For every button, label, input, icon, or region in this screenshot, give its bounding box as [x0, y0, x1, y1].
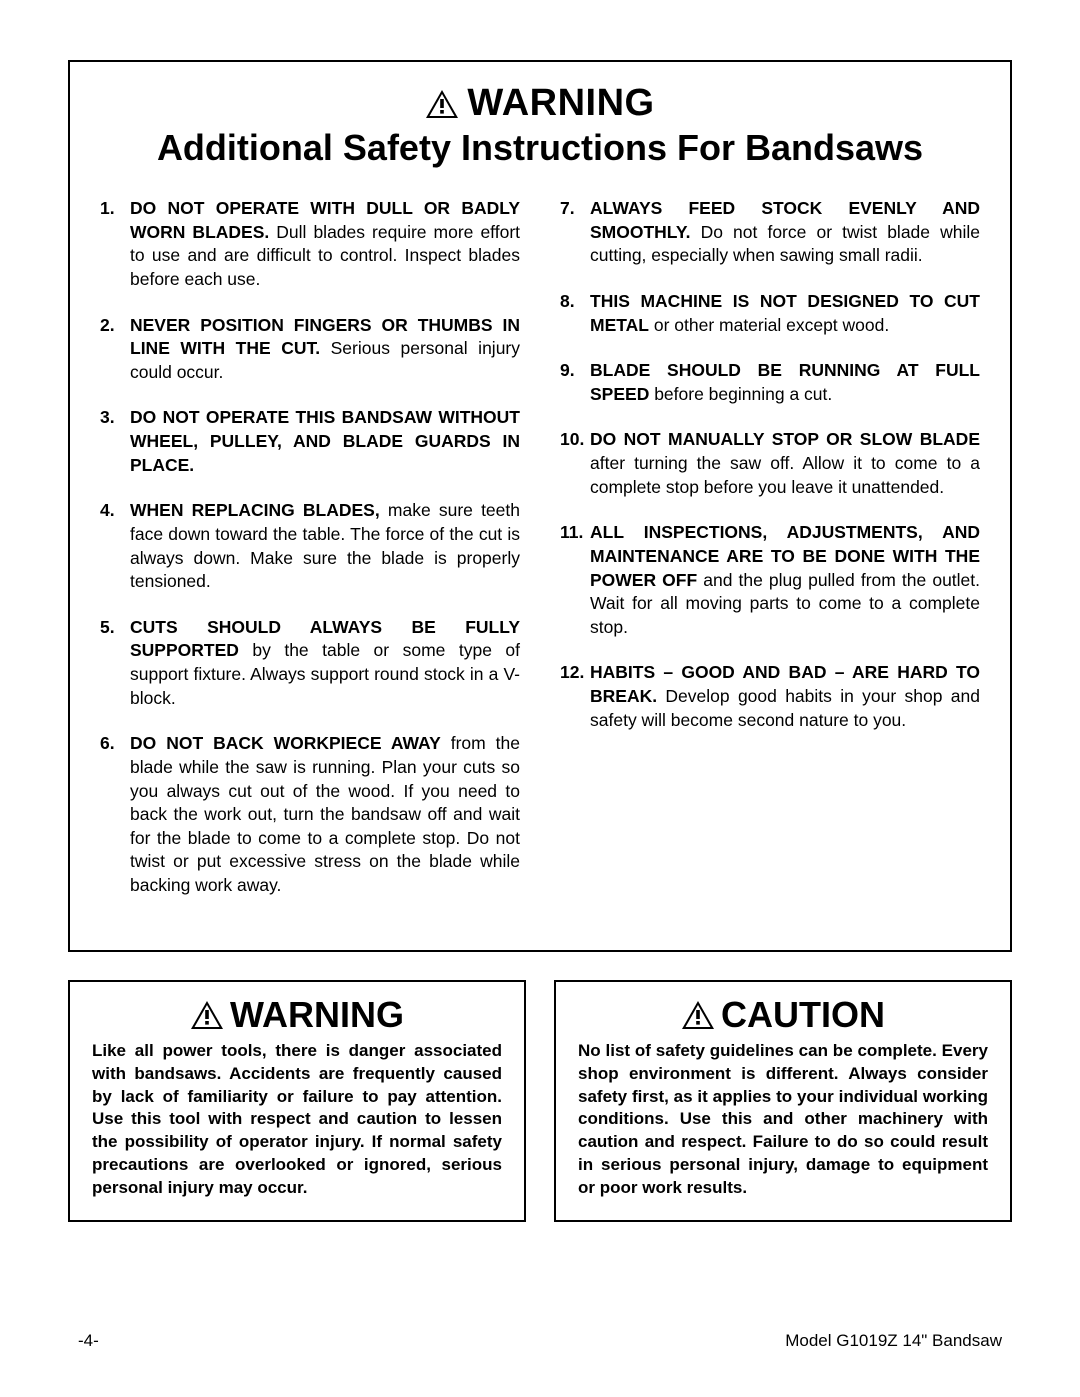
warning-triangle-icon: [190, 1000, 224, 1030]
instruction-item: 1.DO NOT OPERATE WITH DULL OR BADLY WORN…: [100, 197, 520, 292]
main-warning-box: WARNING Additional Safety Instructions F…: [68, 60, 1012, 952]
right-column: 7.ALWAYS FEED STOCK EVENLY AND SMOOTHLY.…: [560, 197, 980, 920]
item-number: 5.: [100, 616, 130, 711]
instruction-item: 5.CUTS SHOULD ALWAYS BE FULLY SUPPORTED …: [100, 616, 520, 711]
item-number: 7.: [560, 197, 590, 268]
item-bold: WHEN REPLACING BLADES,: [130, 500, 380, 520]
lower-warning-text: Like all power tools, there is danger as…: [92, 1040, 502, 1201]
item-rest: after turning the saw off. Allow it to c…: [590, 453, 980, 497]
footer: -4- Model G1019Z 14" Bandsaw: [78, 1331, 1002, 1351]
item-number: 11.: [560, 521, 590, 639]
item-rest: from the blade while the saw is running.…: [130, 733, 520, 895]
item-number: 3.: [100, 406, 130, 477]
instruction-item: 6.DO NOT BACK WORKPIECE AWAY from the bl…: [100, 732, 520, 897]
item-bold: DO NOT MANUALLY STOP OR SLOW BLADE: [590, 429, 980, 449]
instruction-item: 7.ALWAYS FEED STOCK EVENLY AND SMOOTHLY.…: [560, 197, 980, 268]
item-number: 2.: [100, 314, 130, 385]
page-number: -4-: [78, 1331, 99, 1351]
lower-boxes: WARNING Like all power tools, there is d…: [68, 980, 1012, 1223]
item-body: ALWAYS FEED STOCK EVENLY AND SMOOTHLY. D…: [590, 197, 980, 268]
warning-header: WARNING: [100, 82, 980, 125]
instruction-item: 11.ALL INSPECTIONS, ADJUSTMENTS, AND MAI…: [560, 521, 980, 639]
model-label: Model G1019Z 14" Bandsaw: [785, 1331, 1002, 1351]
item-body: DO NOT MANUALLY STOP OR SLOW BLADE after…: [590, 428, 980, 499]
instruction-item: 4.WHEN REPLACING BLADES, make sure teeth…: [100, 499, 520, 594]
item-body: WHEN REPLACING BLADES, make sure teeth f…: [130, 499, 520, 594]
item-number: 9.: [560, 359, 590, 406]
lower-warning-label: WARNING: [230, 994, 404, 1036]
instruction-columns: 1.DO NOT OPERATE WITH DULL OR BADLY WORN…: [100, 197, 980, 920]
lower-caution-box: CAUTION No list of safety guidelines can…: [554, 980, 1012, 1223]
item-number: 4.: [100, 499, 130, 594]
instruction-item: 10.DO NOT MANUALLY STOP OR SLOW BLADE af…: [560, 428, 980, 499]
item-body: DO NOT BACK WORKPIECE AWAY from the blad…: [130, 732, 520, 897]
left-column: 1.DO NOT OPERATE WITH DULL OR BADLY WORN…: [100, 197, 520, 920]
item-body: THIS MACHINE IS NOT DESIGNED TO CUT META…: [590, 290, 980, 337]
item-body: BLADE SHOULD BE RUNNING AT FULL SPEED be…: [590, 359, 980, 406]
instruction-item: 9.BLADE SHOULD BE RUNNING AT FULL SPEED …: [560, 359, 980, 406]
item-number: 1.: [100, 197, 130, 292]
item-body: ALL INSPECTIONS, ADJUSTMENTS, AND MAINTE…: [590, 521, 980, 639]
item-rest: before beginning a cut.: [649, 384, 832, 404]
item-body: HABITS – GOOD AND BAD – ARE HARD TO BREA…: [590, 661, 980, 732]
item-body: NEVER POSITION FINGERS OR THUMBS IN LINE…: [130, 314, 520, 385]
warning-triangle-icon: [681, 1000, 715, 1030]
instruction-item: 8.THIS MACHINE IS NOT DESIGNED TO CUT ME…: [560, 290, 980, 337]
item-bold: DO NOT OPERATE THIS BANDSAW WITHOUT WHEE…: [130, 407, 520, 474]
page: WARNING Additional Safety Instructions F…: [0, 0, 1080, 1397]
item-body: DO NOT OPERATE THIS BANDSAW WITHOUT WHEE…: [130, 406, 520, 477]
item-number: 8.: [560, 290, 590, 337]
item-rest: or other material except wood.: [649, 315, 889, 335]
item-number: 10.: [560, 428, 590, 499]
item-body: CUTS SHOULD ALWAYS BE FULLY SUPPORTED by…: [130, 616, 520, 711]
item-body: DO NOT OPERATE WITH DULL OR BADLY WORN B…: [130, 197, 520, 292]
item-number: 6.: [100, 732, 130, 897]
item-number: 12.: [560, 661, 590, 732]
lower-caution-text: No list of safety guidelines can be comp…: [578, 1040, 988, 1201]
instruction-item: 2.NEVER POSITION FINGERS OR THUMBS IN LI…: [100, 314, 520, 385]
item-bold: DO NOT BACK WORKPIECE AWAY: [130, 733, 441, 753]
instruction-item: 3.DO NOT OPERATE THIS BANDSAW WITHOUT WH…: [100, 406, 520, 477]
instruction-item: 12.HABITS – GOOD AND BAD – ARE HARD TO B…: [560, 661, 980, 732]
warning-label: WARNING: [467, 82, 654, 125]
subtitle: Additional Safety Instructions For Bands…: [100, 127, 980, 169]
lower-caution-label: CAUTION: [721, 994, 885, 1036]
warning-triangle-icon: [425, 89, 459, 119]
lower-warning-box: WARNING Like all power tools, there is d…: [68, 980, 526, 1223]
